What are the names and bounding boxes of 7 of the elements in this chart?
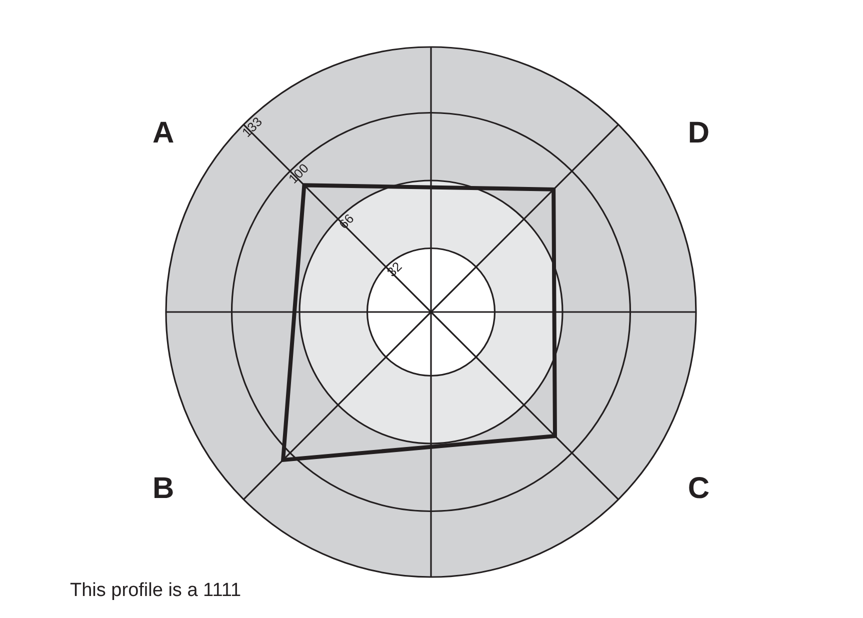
- spoke-label: B: [152, 472, 174, 505]
- y-tick-label: 100: [285, 160, 312, 186]
- y-tick-label: 133: [238, 114, 265, 140]
- spoke-label: D: [688, 116, 710, 150]
- text: This profile is a 1111: [70, 580, 242, 602]
- spoke-label: C: [688, 472, 710, 505]
- spoke-label: A: [152, 116, 174, 150]
